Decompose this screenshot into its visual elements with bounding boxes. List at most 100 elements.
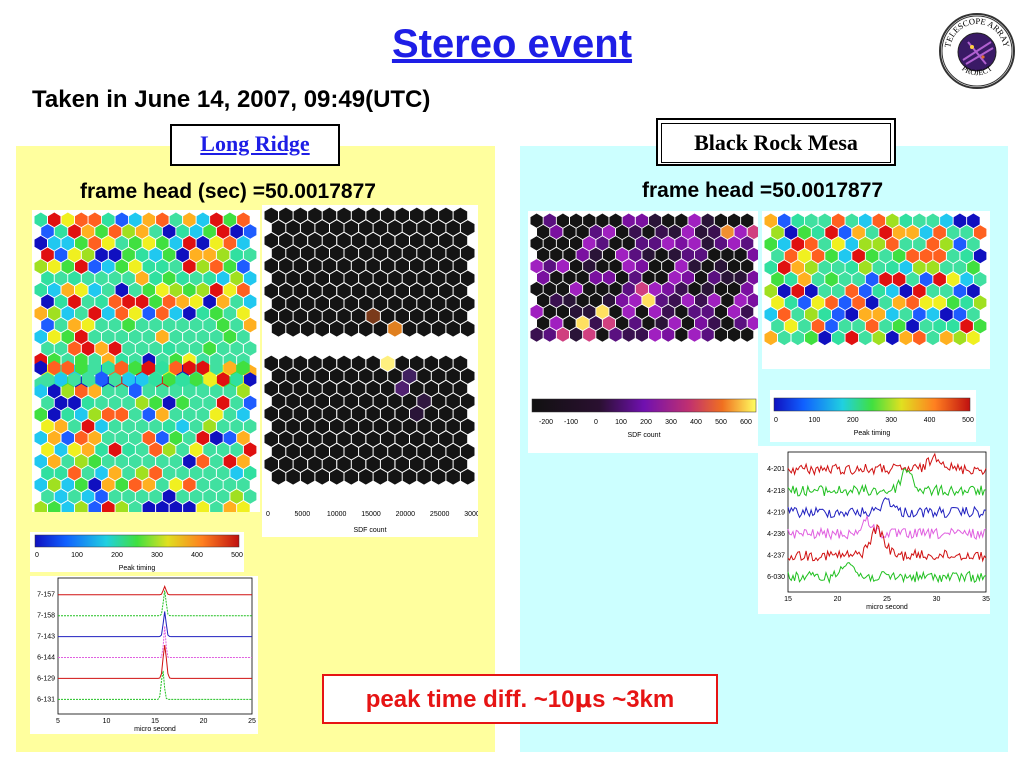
pixel bbox=[264, 207, 278, 224]
pixel bbox=[675, 213, 688, 228]
pixel bbox=[156, 500, 169, 516]
pixel bbox=[402, 270, 417, 287]
pixel bbox=[48, 306, 61, 321]
pixel bbox=[344, 393, 359, 409]
pixel bbox=[54, 271, 68, 286]
pixel bbox=[431, 270, 446, 287]
pixel bbox=[460, 418, 475, 435]
pixel bbox=[75, 454, 88, 469]
pixel bbox=[424, 308, 439, 324]
pixel bbox=[271, 443, 286, 460]
pixel bbox=[108, 294, 122, 309]
timing-tick-label: 200 bbox=[847, 417, 859, 424]
pixel bbox=[122, 489, 135, 504]
pixel bbox=[216, 465, 230, 481]
pixel bbox=[223, 360, 237, 376]
pixel bbox=[852, 295, 865, 310]
pixel bbox=[583, 213, 596, 228]
pixel bbox=[293, 232, 308, 249]
pixel bbox=[189, 419, 203, 434]
timing-tick-label: 400 bbox=[191, 552, 203, 559]
pixel bbox=[176, 224, 189, 239]
pixel bbox=[81, 489, 95, 504]
pixel bbox=[196, 360, 210, 376]
pixel bbox=[102, 259, 115, 274]
waveform-trace bbox=[787, 497, 987, 519]
pixel bbox=[108, 341, 122, 356]
sdf-tick-label: 0 bbox=[266, 511, 270, 518]
pixel bbox=[135, 372, 149, 387]
pixel bbox=[41, 419, 54, 434]
pixel bbox=[149, 271, 162, 286]
pixel bbox=[417, 393, 431, 409]
channel-label: 7-157 bbox=[37, 592, 55, 599]
pixel bbox=[825, 248, 838, 264]
pixel bbox=[727, 236, 741, 251]
pixel bbox=[344, 368, 359, 384]
pixel bbox=[48, 329, 61, 345]
black-rock-mesa-waveform-plot: 4-201 4-218 4-219 4-236 4-237 6-030 15 20 25 30 35… bbox=[758, 446, 990, 614]
pixel bbox=[210, 329, 223, 345]
pixel bbox=[655, 293, 668, 308]
pixel bbox=[886, 236, 899, 252]
pixel bbox=[183, 454, 196, 469]
pixel bbox=[359, 368, 373, 384]
pixel bbox=[330, 393, 344, 409]
pixel bbox=[805, 307, 818, 322]
pixel bbox=[216, 442, 230, 457]
pixel bbox=[446, 469, 460, 485]
pixel bbox=[439, 380, 453, 397]
pixel bbox=[95, 489, 108, 504]
pixel bbox=[727, 259, 741, 274]
pixel bbox=[811, 248, 825, 264]
pixel bbox=[81, 317, 95, 333]
pixel bbox=[798, 295, 811, 310]
pixel bbox=[264, 431, 278, 447]
pixel bbox=[330, 245, 344, 261]
pixel bbox=[237, 235, 250, 251]
channel-label: 6-129 bbox=[37, 675, 55, 682]
pixel bbox=[243, 271, 257, 286]
telescope-array-logo-icon: TELESCOPE ARRAY PROJECT bbox=[938, 12, 1016, 90]
pixel bbox=[609, 259, 622, 274]
pixel bbox=[330, 295, 344, 312]
pixel bbox=[701, 259, 714, 274]
pixel bbox=[701, 213, 714, 228]
pixel bbox=[344, 245, 359, 261]
black-rock-mesa-sdf-scale: -200 -100 0 100 200 300 400 500 600 SDF count bbox=[531, 398, 757, 439]
waveform-trace bbox=[787, 562, 987, 584]
pixel bbox=[439, 431, 453, 447]
pixel bbox=[446, 270, 460, 287]
x-tick-label: 15 bbox=[151, 718, 159, 725]
pixel bbox=[293, 355, 308, 372]
pixel bbox=[142, 454, 156, 469]
pixel bbox=[142, 383, 156, 399]
pixel bbox=[162, 419, 176, 434]
pixel bbox=[351, 283, 366, 299]
pixel bbox=[589, 224, 602, 240]
pixel bbox=[395, 258, 409, 274]
pixel bbox=[609, 327, 622, 342]
pixel bbox=[563, 247, 576, 262]
pixel bbox=[771, 225, 784, 240]
pixel bbox=[183, 235, 196, 251]
pixel bbox=[373, 270, 388, 287]
pixel bbox=[675, 259, 688, 274]
pixel bbox=[431, 245, 446, 261]
pixel bbox=[460, 295, 475, 312]
pixel bbox=[439, 258, 453, 274]
pixel bbox=[122, 419, 135, 434]
pixel bbox=[243, 442, 257, 457]
pixel bbox=[852, 248, 865, 264]
pixel bbox=[388, 393, 402, 409]
pixel bbox=[115, 430, 129, 446]
pixel bbox=[395, 380, 409, 397]
pixel bbox=[609, 281, 622, 297]
pixel bbox=[115, 454, 129, 469]
pixel bbox=[48, 383, 61, 399]
pixel bbox=[845, 283, 859, 299]
pixel bbox=[54, 224, 68, 239]
pixel bbox=[279, 308, 293, 324]
pixel bbox=[727, 213, 741, 228]
pixel bbox=[322, 406, 337, 422]
